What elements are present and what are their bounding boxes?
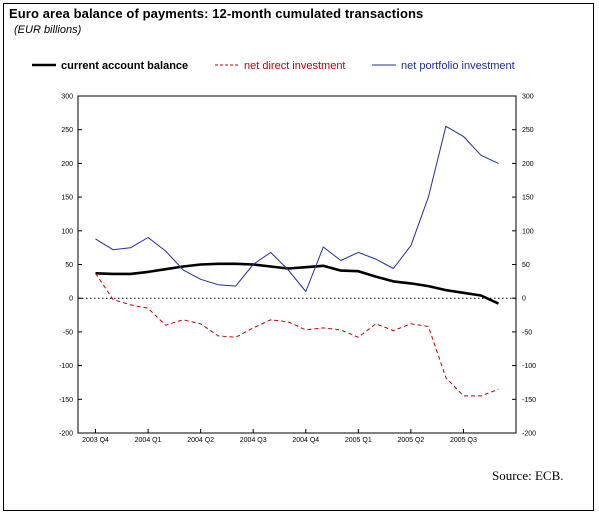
y-tick-label-left: 100	[61, 228, 73, 235]
legend-label-current-account-balance: current account balance	[61, 60, 188, 72]
y-tick-label-left: -150	[59, 397, 73, 404]
chart-title: Euro area balance of payments: 12-month …	[9, 6, 424, 21]
y-tick-label-left: 200	[61, 161, 73, 168]
y-tick-label-right: 50	[522, 262, 530, 269]
y-tick-label-right: 0	[522, 296, 526, 303]
y-tick-label-right: -150	[522, 397, 536, 404]
y-tick-label-left: 250	[61, 127, 73, 134]
legend: current account balance net direct invest…	[32, 60, 515, 72]
y-tick-label-left: 150	[61, 195, 73, 202]
x-tick-label: 2004 Q4	[292, 437, 319, 444]
y-tick-label-left: 50	[65, 262, 73, 269]
legend-label-net-portfolio-investment: net portfolio investment	[401, 60, 515, 72]
y-tick-label-right: 100	[522, 228, 534, 235]
series-layer	[95, 125, 500, 397]
y-tick-label-right: 200	[522, 161, 534, 168]
chart-frame	[3, 3, 594, 511]
y-tick-label-left: -50	[63, 329, 73, 336]
y-tick-label-right: -200	[522, 431, 536, 438]
legend-label-net-direct-investment: net direct investment	[244, 60, 346, 72]
y-tick-label-right: -100	[522, 363, 536, 370]
x-tick-label: 2005 Q1	[345, 437, 372, 444]
series-line-net-direct-investment	[95, 273, 499, 397]
y-axis-left: 300 250 200 150 100 50 0 -50 -100 -150 -200	[59, 94, 82, 438]
x-tick-label: 2005 Q3	[450, 437, 477, 444]
y-tick-label-right: 150	[522, 195, 534, 202]
y-tick-label-left: 300	[61, 94, 73, 101]
x-tick-label: 2004 Q2	[187, 437, 214, 444]
y-tick-label-left: -200	[59, 431, 73, 438]
y-axis-right: 300 250 200 150 100 50 0 -50 -100 -150 -200	[512, 94, 536, 438]
y-tick-label-right: 250	[522, 127, 534, 134]
x-tick-label: 2003 Q4	[82, 437, 109, 444]
x-tick-label: 2004 Q1	[135, 437, 162, 444]
y-tick-label-right: -50	[522, 329, 532, 336]
x-tick-label: 2004 Q3	[240, 437, 267, 444]
x-axis: 2003 Q4 2004 Q1 2004 Q2 2004 Q3 2004 Q4 2005 …	[82, 429, 477, 444]
y-tick-label-left: 0	[69, 296, 73, 303]
chart-subtitle: (EUR billions)	[14, 24, 82, 36]
source-note: Source: ECB.	[492, 468, 564, 483]
y-tick-label-right: 300	[522, 94, 534, 101]
x-tick-label: 2005 Q2	[397, 437, 424, 444]
series-line-net-portfolio-investment	[95, 125, 499, 292]
y-tick-label-left: -100	[59, 363, 73, 370]
series-line-current-account-balance	[95, 262, 500, 305]
